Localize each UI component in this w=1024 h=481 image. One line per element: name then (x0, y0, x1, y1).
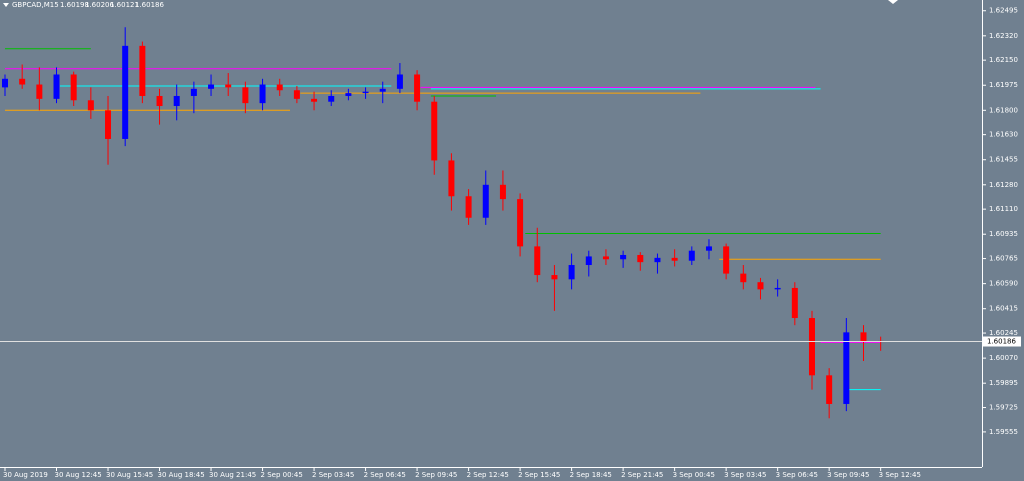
y-tick-label: 1.61455 (989, 156, 1018, 164)
x-tick-label: 3 Sep 12:45 (879, 471, 921, 479)
candle-body (431, 101, 438, 161)
ohlc-high: 1.60206 (85, 1, 114, 9)
y-tick-label: 1.59895 (989, 379, 1018, 387)
x-tick-label: 2 Sep 06:45 (364, 471, 406, 479)
candle-body (87, 100, 94, 111)
x-tick-label: 30 Aug 18:45 (158, 471, 205, 479)
x-tick-label: 2 Sep 15:45 (518, 471, 560, 479)
candle-body (705, 246, 712, 251)
candle-body (345, 93, 352, 96)
candle-body (36, 84, 43, 99)
y-tick-label: 1.60590 (989, 280, 1018, 288)
y-tick-label: 1.60415 (989, 305, 1018, 313)
candle-body (414, 74, 421, 102)
y-tick-label: 1.61800 (989, 106, 1018, 114)
candle-body (139, 45, 146, 96)
candle-body (723, 246, 730, 274)
candle-body (637, 254, 644, 263)
x-tick-label: 3 Sep 06:45 (776, 471, 818, 479)
candle-body (208, 84, 215, 89)
candle-body (311, 98, 318, 102)
candle-body (465, 196, 472, 218)
x-tick-label: 2 Sep 12:45 (467, 471, 509, 479)
candle-body (860, 332, 867, 341)
candle-body (740, 273, 747, 283)
y-tick-label: 1.62495 (989, 7, 1018, 15)
candle-body (328, 95, 335, 102)
y-tick-label: 1.59555 (989, 428, 1018, 436)
candle-body (190, 88, 197, 96)
y-tick-label: 1.59725 (989, 404, 1018, 412)
candle-body (225, 84, 232, 88)
x-tick-label: 2 Sep 18:45 (570, 471, 612, 479)
x-tick-label: 3 Sep 00:45 (673, 471, 715, 479)
candle-body (551, 275, 558, 280)
candle-body (362, 91, 369, 94)
candle-body (53, 74, 60, 99)
candle-body (654, 257, 661, 263)
candle-body (517, 199, 524, 247)
candle-body (259, 84, 266, 104)
scroll-marker (888, 0, 898, 4)
x-tick-label: 30 Aug 2019 (3, 471, 48, 479)
candle-body (19, 78, 26, 85)
y-tick-label: 1.60070 (989, 354, 1018, 362)
y-tick-label: 1.62150 (989, 56, 1018, 64)
current-price-label: 1.60186 (987, 338, 1016, 346)
candle-body (156, 95, 163, 107)
candle-body (808, 318, 815, 376)
candle-body (620, 254, 627, 260)
x-tick-label: 3 Sep 03:45 (724, 471, 766, 479)
x-tick-label: 2 Sep 00:45 (261, 471, 303, 479)
y-tick-label: 1.62320 (989, 32, 1018, 40)
candle-body (534, 246, 541, 276)
ohlc-low: 1.60121 (110, 1, 139, 9)
x-tick-label: 2 Sep 09:45 (415, 471, 457, 479)
y-tick-label: 1.60765 (989, 255, 1018, 263)
candle-body (757, 282, 764, 290)
candle-body (568, 265, 575, 280)
candle-body (671, 257, 678, 261)
menu-arrow[interactable] (3, 3, 9, 7)
candle-body (379, 88, 386, 92)
candle-body (602, 256, 609, 260)
x-tick-label: 3 Sep 09:45 (827, 471, 869, 479)
y-tick-label: 1.61975 (989, 81, 1018, 89)
candle-body (448, 160, 455, 197)
candle-body (276, 84, 283, 91)
y-tick-label: 1.61280 (989, 181, 1018, 189)
ohlc-open: 1.60198 (60, 1, 89, 9)
ohlc-close: 1.60186 (135, 1, 164, 9)
current-price-box (983, 336, 1021, 347)
x-tick-label: 30 Aug 15:45 (106, 471, 153, 479)
x-tick-label: 2 Sep 21:45 (621, 471, 663, 479)
candle-body (482, 184, 489, 218)
x-tick-label: 30 Aug 12:45 (55, 471, 102, 479)
candle-body (173, 95, 180, 107)
y-tick-label: 1.60935 (989, 230, 1018, 238)
candle-body (688, 250, 695, 261)
candle-body (70, 74, 77, 101)
y-tick-label: 1.60245 (989, 329, 1018, 337)
candle-body (242, 87, 249, 104)
candle-body (293, 90, 300, 99)
candle-body (826, 375, 833, 404)
candle-body (791, 287, 798, 319)
symbol-title: GBPCAD,M15 (12, 1, 59, 9)
x-tick-label: 2 Sep 03:45 (312, 471, 354, 479)
candle-body (105, 110, 112, 139)
candle-body (2, 78, 8, 88)
y-tick-label: 1.61110 (989, 205, 1018, 213)
candle-body (585, 256, 592, 266)
candle-body (122, 45, 129, 139)
y-tick-label: 1.61630 (989, 131, 1018, 139)
x-tick-label: 30 Aug 21:45 (209, 471, 256, 479)
candle-body (499, 184, 506, 200)
candle-body (396, 74, 403, 89)
candle-body (843, 332, 850, 404)
candle-body (774, 287, 781, 290)
